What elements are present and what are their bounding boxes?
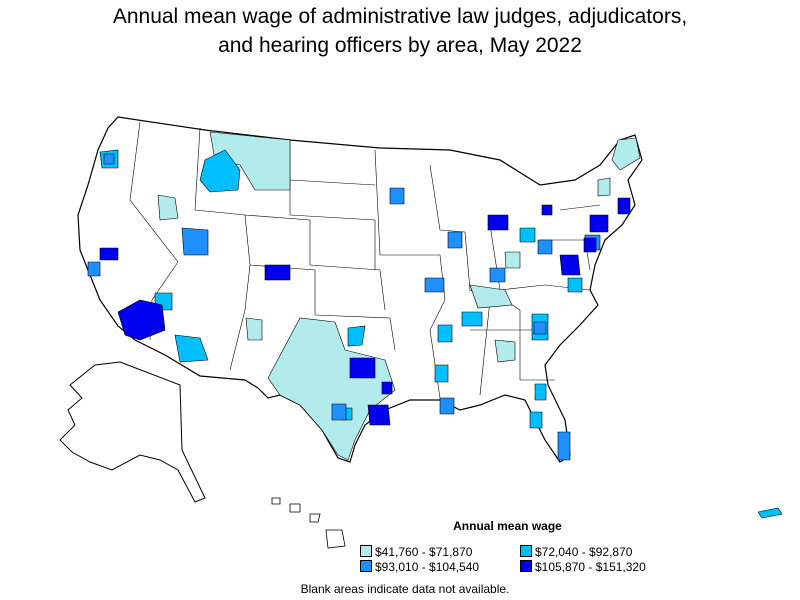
missouri-area [424, 277, 445, 293]
continental-us-outline [77, 116, 643, 463]
new-jersey-area [583, 237, 597, 253]
carolina-area [533, 321, 547, 335]
ohio-area [504, 251, 521, 269]
legend-item-tier-3: $93,010 - $104,540 [360, 560, 479, 574]
new-mexico-area [245, 317, 263, 341]
boston-area [617, 197, 631, 215]
illinois-area [447, 231, 463, 249]
montana-west-area [199, 149, 241, 193]
map-title-line-1: Annual mean wage of administrative law j… [112, 5, 688, 28]
map-title: Annual mean wage of administrative law j… [0, 2, 800, 60]
michigan-area [487, 214, 509, 231]
new-york-area [589, 214, 609, 233]
dallas-area [349, 357, 376, 379]
tier-1-areas [157, 131, 641, 461]
legend-label-tier-4: $105,870 - $151,320 [535, 560, 646, 574]
florida-west-area [529, 411, 543, 429]
washington-east-area [103, 153, 115, 165]
hawaii-islands [271, 497, 346, 549]
houston-area [367, 404, 391, 426]
louisiana-area [439, 397, 455, 415]
legend-label-tier-2: $72,040 - $92,870 [535, 545, 633, 559]
virginia-area [567, 277, 583, 293]
vermont-area [597, 177, 611, 197]
legend-swatch-tier-2 [520, 545, 532, 557]
sacramento-area [99, 247, 119, 261]
georgia-area [494, 339, 516, 363]
colorado-area [264, 264, 291, 281]
texas-central-area [331, 403, 347, 421]
california-bay-area [87, 261, 101, 277]
dc-area [559, 254, 581, 276]
alaska-outline [59, 361, 206, 503]
pennsylvania-area [519, 227, 536, 243]
legend-item-tier-1: $41,760 - $71,870 [360, 545, 472, 559]
georgia-coast-area [534, 383, 547, 401]
mississippi-area [434, 364, 449, 383]
texas-east-area [347, 325, 366, 347]
legend-swatch-tier-3 [360, 560, 372, 572]
legend-label-tier-1: $41,760 - $71,870 [375, 545, 473, 559]
indiana-area [489, 267, 506, 283]
legend-swatch-tier-4 [520, 560, 532, 572]
arizona-area [174, 334, 209, 363]
legend-swatch-tier-1 [360, 545, 372, 557]
maine-area [611, 137, 641, 171]
legend-item-tier-2: $72,040 - $92,870 [520, 545, 632, 559]
nebraska-area [389, 187, 405, 205]
legend-title: Annual mean wage [453, 519, 562, 533]
legend-label-tier-3: $93,010 - $104,540 [375, 560, 480, 574]
kentucky-area [469, 284, 513, 309]
tier-4-areas [99, 197, 631, 426]
legend-item-tier-4: $105,870 - $151,320 [520, 560, 646, 574]
kentucky-east-area [537, 239, 553, 255]
los-angeles-area [117, 299, 166, 341]
florida-east-area [557, 431, 571, 461]
upstate-ny-area [541, 204, 553, 216]
louisiana-north-area [381, 381, 393, 395]
oregon-area [181, 227, 209, 256]
alabama-area [437, 324, 453, 343]
texas-area [267, 317, 396, 461]
map-title-line-2: and hearing officers by area, May 2022 [218, 34, 582, 57]
puerto-rico-area [757, 507, 783, 519]
idaho-area [157, 194, 179, 221]
data-availability-note: Blank areas indicate data not available. [300, 582, 510, 596]
tennessee-area [461, 311, 483, 327]
